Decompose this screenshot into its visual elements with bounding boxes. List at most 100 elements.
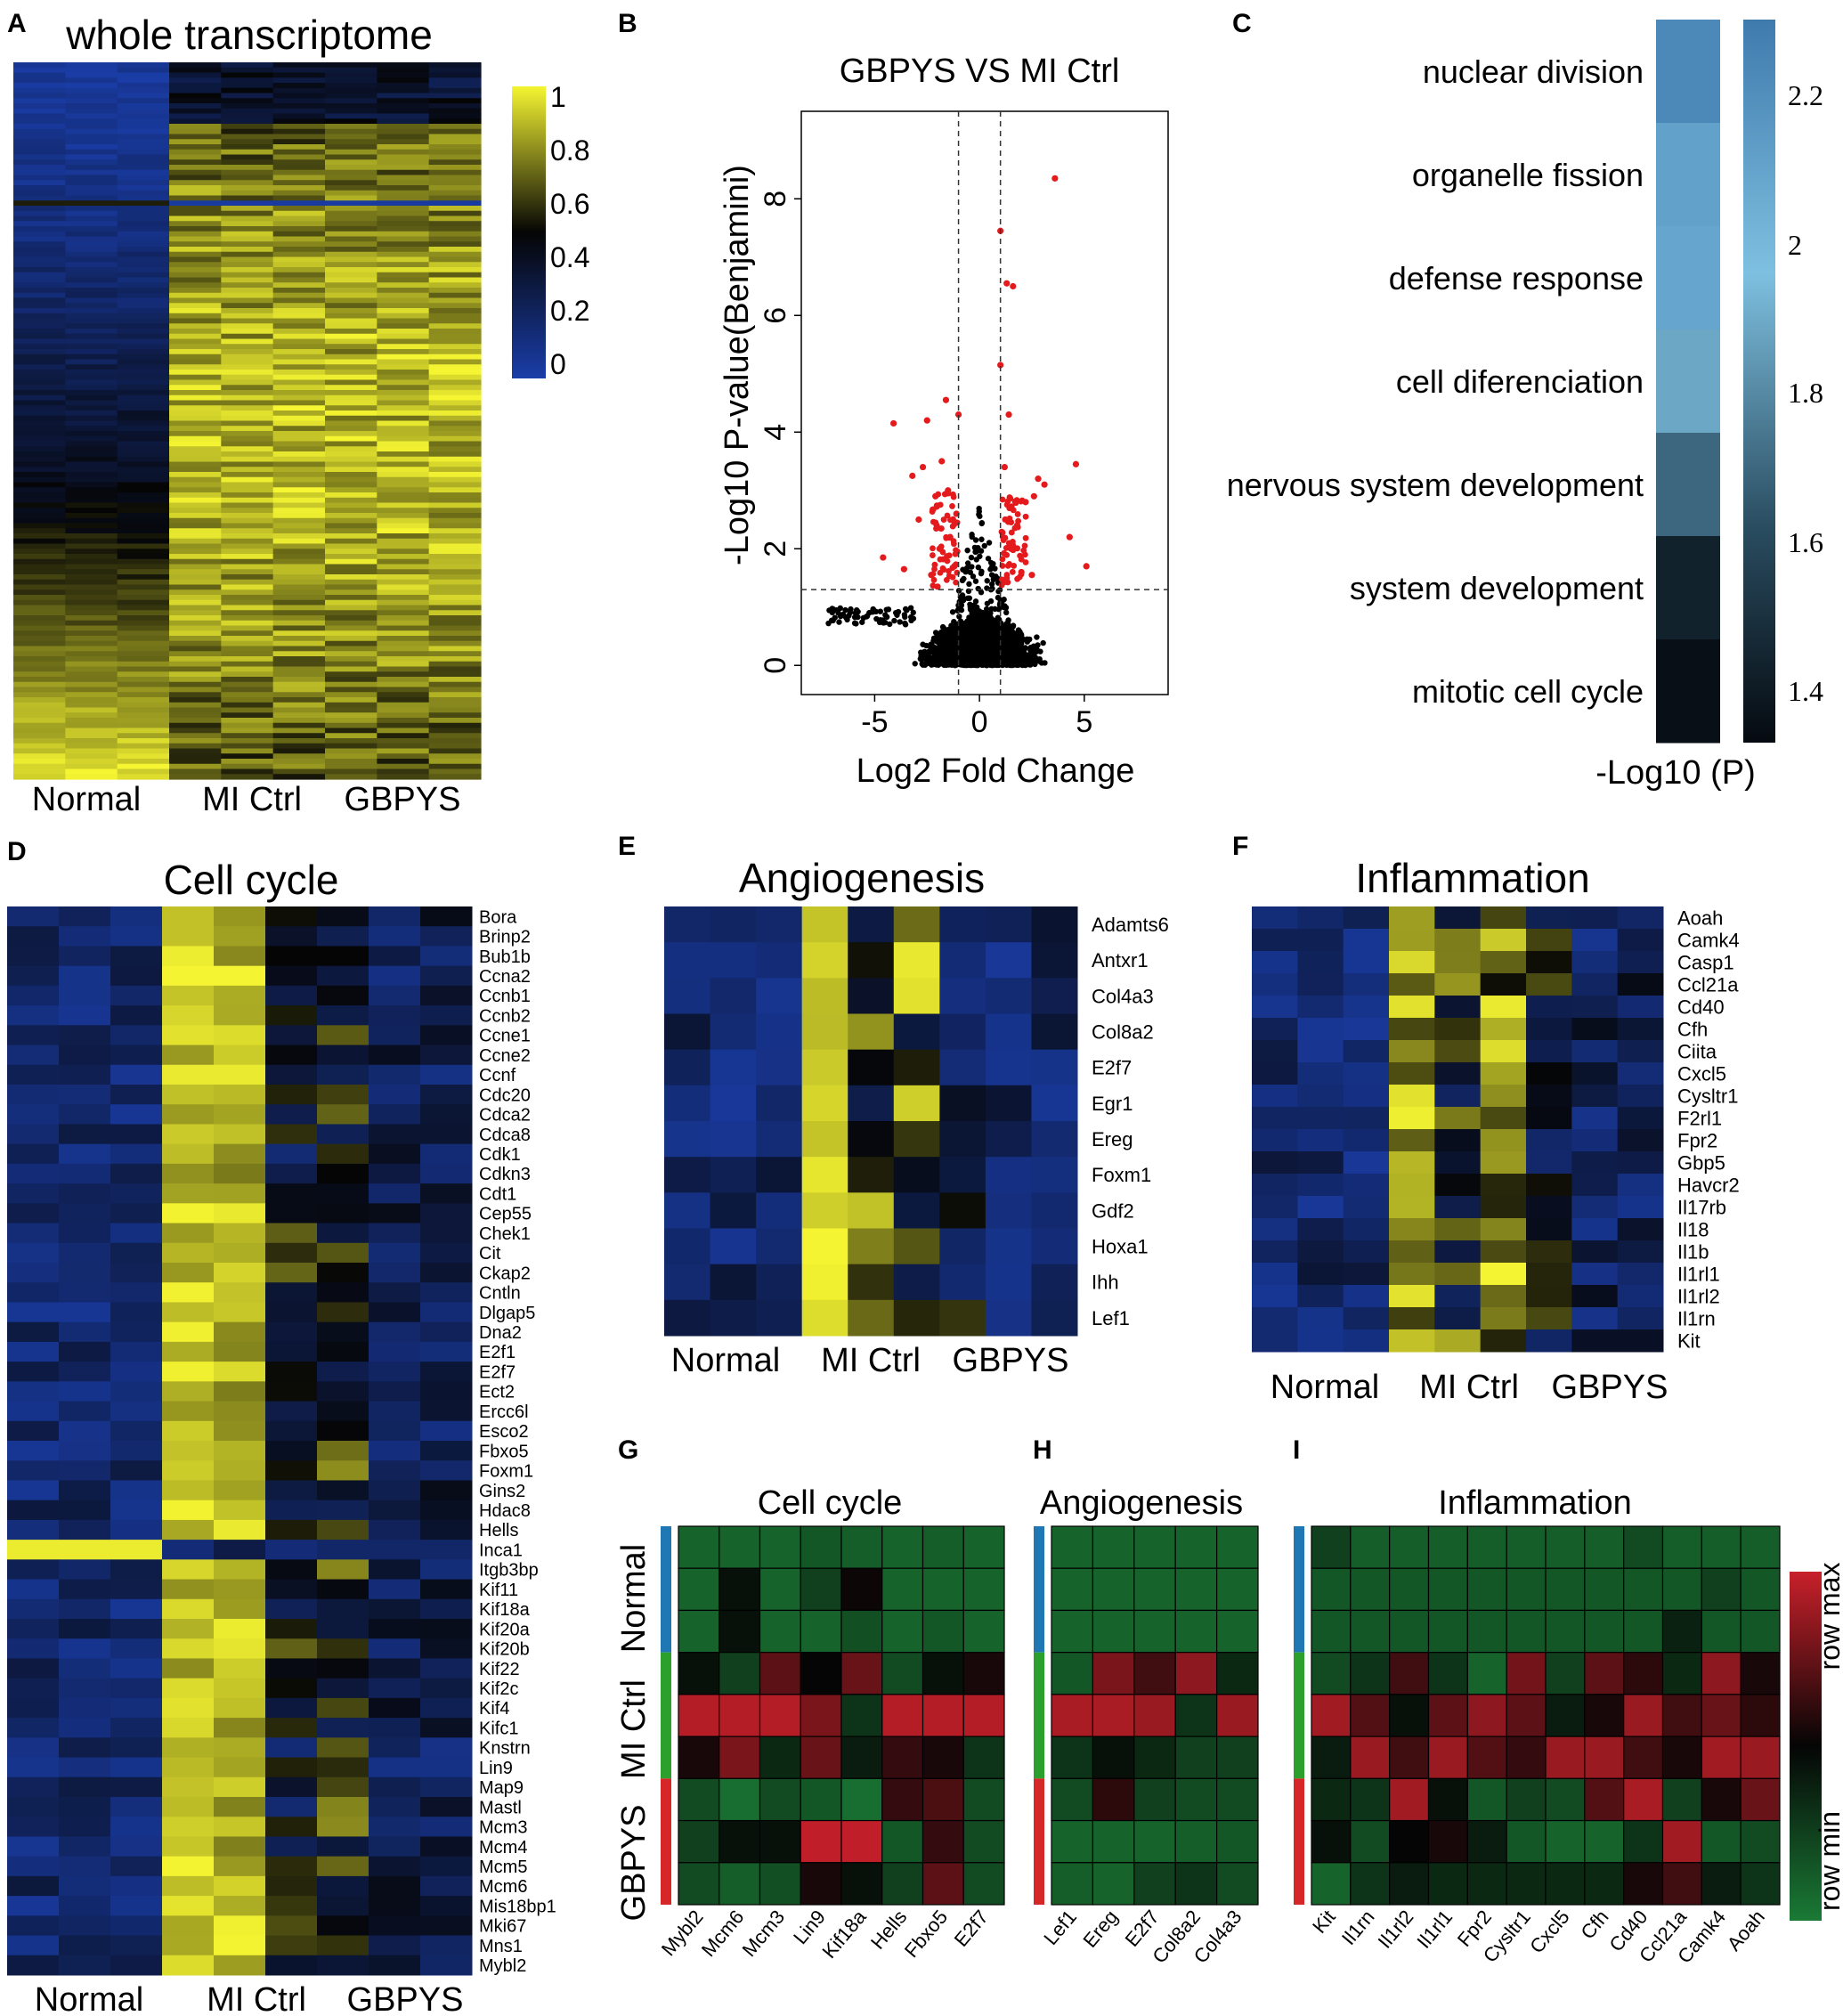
heatmap-cell: [65, 743, 118, 750]
significant-point: [939, 549, 946, 556]
heatmap-cell: [117, 210, 170, 217]
heatmap-cell: [214, 1064, 266, 1085]
heatmap-cell: [169, 411, 222, 417]
heatmap-cell: [13, 113, 66, 119]
significant-point: [1028, 572, 1035, 579]
heatmap-cell: [325, 574, 378, 581]
heatmap-cell: [65, 77, 118, 84]
heatmap-cell: [214, 1697, 266, 1719]
heatmap-cell: [420, 1282, 473, 1303]
heatmap-cell: [169, 251, 222, 258]
significant-point: [950, 538, 957, 545]
heatmap-cell: [317, 1718, 369, 1738]
heatmap-cell: [169, 215, 222, 222]
heatmap-cell: [1343, 973, 1390, 996]
heatmap-cell: [272, 595, 326, 601]
heatmap-cell: [1297, 996, 1344, 1019]
heatmap-cell: [117, 456, 170, 463]
heatmap-cell: [377, 262, 430, 268]
heatmap-cell: [117, 671, 170, 678]
data-point: [969, 564, 975, 570]
heatmap-cell: [117, 206, 170, 212]
heatmap-cell: [221, 646, 274, 652]
heatmap-cell: [377, 215, 430, 222]
heatmap-cell: [377, 374, 430, 381]
heatmap-cell: [221, 451, 274, 458]
heatmap-cell: [1252, 1151, 1298, 1175]
heatmap-cell: [377, 584, 430, 590]
heatmap-cell: [65, 118, 118, 125]
heatmap-cell: [169, 103, 222, 110]
heatmap-cell: [1297, 1263, 1344, 1286]
heatmap-cell: [7, 1163, 60, 1184]
heatmap-cell: [272, 549, 326, 555]
significant-point: [940, 516, 947, 523]
heatmap-cell: [110, 1085, 163, 1105]
heatmap-cell: [117, 185, 170, 191]
heatmap-cell: [272, 103, 326, 110]
heatmap-cell: [265, 1025, 318, 1046]
heatmap-cell: [169, 640, 222, 647]
data-point: [979, 609, 986, 616]
data-point: [918, 649, 924, 655]
heatmap-cell: [59, 1302, 111, 1323]
heatmap-cell: [221, 359, 274, 365]
heatmap-cell: [420, 1223, 473, 1244]
heatmap-cell: [117, 338, 170, 345]
heatmap-cell: [272, 743, 326, 750]
heatmap-cell: [1571, 996, 1619, 1019]
heatmap-cell: [1297, 1240, 1344, 1264]
heatmap-cell: [428, 569, 482, 575]
heatmap-cell: [377, 599, 430, 606]
heatmap-cell: [272, 753, 326, 760]
heatmap-cell: [664, 1264, 711, 1301]
heatmap-cell: [1343, 906, 1390, 930]
heatmap-cell: [377, 333, 430, 340]
heatmap-cell: [325, 523, 378, 529]
heatmap-cell: [1389, 1329, 1435, 1353]
heatmap-cell: [110, 1935, 163, 1956]
heatmap-cell: [7, 1598, 60, 1620]
heatmap-cell: [117, 467, 170, 473]
heatmap-cell: [428, 728, 482, 734]
heatmap-cell: [325, 149, 378, 156]
gene-label: Kif11: [479, 1581, 518, 1600]
heatmap-cell: [428, 226, 482, 232]
significant-point: [1010, 539, 1016, 545]
heatmap-cell: [117, 615, 170, 622]
heatmap-cell: [272, 154, 326, 160]
heatmap-cell: [1526, 1085, 1572, 1108]
heatmap-cell: [7, 1955, 60, 1976]
heatmap-cell: [221, 62, 274, 69]
heatmap-cell: [221, 251, 274, 258]
heatmap-cell: [710, 906, 757, 943]
significant-point: [941, 491, 948, 498]
heatmap-cell: [65, 215, 118, 222]
heatmap-cell: [1617, 996, 1664, 1019]
data-point: [995, 594, 1002, 601]
nonsignificant-points: [825, 505, 1048, 669]
heatmap-cell: [272, 303, 326, 309]
heatmap-cell: [110, 1875, 163, 1897]
heatmap-cell: [13, 774, 66, 780]
significant-point: [1083, 563, 1090, 570]
heatmap-cell: [272, 200, 326, 207]
heatmap-cell: [214, 1579, 266, 1600]
heatmap-cell: [162, 1005, 215, 1026]
heatmap-cell: [317, 1935, 369, 1956]
data-point: [986, 624, 993, 631]
heatmap-cell: [169, 210, 222, 217]
heatmap-cell: [169, 497, 222, 504]
heatmap-cell: [325, 467, 378, 473]
heatmap-cell: [848, 1192, 895, 1229]
heatmap-cell: [272, 656, 326, 663]
heatmap-cell: [13, 533, 66, 540]
data-point: [978, 637, 986, 643]
heatmap-cell: [369, 1540, 421, 1560]
heatmap-cell: [13, 206, 66, 212]
heatmap-cell: [13, 435, 66, 443]
heatmap-cell: [65, 231, 118, 238]
data-point: [991, 649, 997, 656]
heatmap-cell: [420, 1064, 473, 1085]
heatmap-cell: [13, 288, 66, 294]
